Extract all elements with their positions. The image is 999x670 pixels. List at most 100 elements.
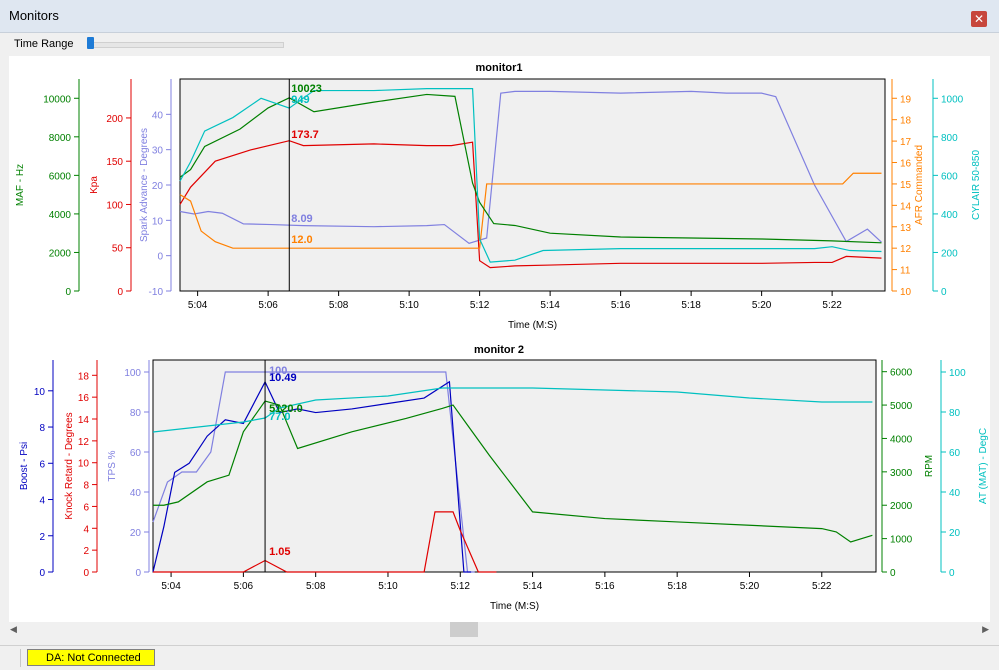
y-tick-label: 20 <box>130 528 142 539</box>
y-tick-label: 18 <box>900 116 912 127</box>
y-tick-label: 6 <box>39 459 45 470</box>
y-tick-label: 19 <box>900 94 912 105</box>
y-tick-label: 0 <box>941 287 947 298</box>
cursor-value-label: 173.7 <box>291 129 319 141</box>
y-tick-label: 8000 <box>49 133 72 144</box>
series-line-mat <box>152 387 873 433</box>
x-tick-label: 5:18 <box>681 300 701 311</box>
y-tick-label: 10 <box>78 459 90 470</box>
plot-area <box>152 359 877 573</box>
status-segment <box>0 649 21 667</box>
y-tick-label: 20 <box>949 528 961 539</box>
y-tick-label: 14 <box>78 415 90 426</box>
y-tick-label: 400 <box>941 210 958 221</box>
x-tick-label: 5:16 <box>595 581 615 592</box>
y-tick-label: 0 <box>39 568 45 579</box>
y-axis-label-mat: AT (MAT) - DegC <box>978 428 989 504</box>
series-line-spark <box>179 90 882 244</box>
chart-2: monitor 2 5:04 5:06 5:08 5:10 5:12 5:14 5:16 5:1… <box>19 344 989 612</box>
y-tick-label: 30 <box>152 146 164 157</box>
y-tick-label: 2 <box>83 546 89 557</box>
y-tick-label: 150 <box>106 157 123 168</box>
cursor-value-label: 10.49 <box>269 372 297 384</box>
x-tick-label: 5:10 <box>399 300 419 311</box>
y-tick-label: 8 <box>83 481 89 492</box>
series-line-cyl <box>179 88 882 263</box>
y-tick-label: 0 <box>65 287 71 298</box>
y-axis-label-tps: TPS % <box>107 450 118 481</box>
x-tick-label: 5:18 <box>667 581 687 592</box>
x-tick-label: 5:04 <box>188 300 208 311</box>
status-bar: DA: Not Connected <box>0 645 999 670</box>
y-tick-label: 12 <box>78 437 90 448</box>
time-range-slider-track[interactable] <box>88 42 284 48</box>
y-tick-label: 3000 <box>890 468 913 479</box>
y-tick-label: 0 <box>117 287 123 298</box>
close-icon[interactable]: ✕ <box>971 11 987 27</box>
y-tick-label: 17 <box>900 137 912 148</box>
y-tick-label: 50 <box>112 244 124 255</box>
series-line-boost <box>152 380 472 573</box>
y-tick-label: 800 <box>941 133 958 144</box>
cursor-value-label: 12.0 <box>291 234 312 246</box>
chart-title: monitor1 <box>475 62 522 74</box>
cursor-value-label: 8.09 <box>291 213 312 225</box>
y-tick-label: 2000 <box>49 248 72 259</box>
x-tick-label: 5:16 <box>611 300 631 311</box>
window-title: Monitors <box>9 8 59 23</box>
x-tick-label: 5:10 <box>378 581 398 592</box>
x-axis-label: Time (M:S) <box>490 601 539 612</box>
horizontal-scrollbar[interactable]: ◀ ▶ <box>9 622 990 637</box>
y-tick-label: 200 <box>941 248 958 259</box>
y-tick-label: 2 <box>39 532 45 543</box>
monitors-content: monitor1 5:04 5:06 5:08 5:10 5:12 5:14 5:16 5:18… <box>9 56 990 622</box>
x-tick-label: 5:22 <box>812 581 832 592</box>
y-tick-label: 10000 <box>43 94 71 105</box>
y-tick-label: 18 <box>78 371 90 382</box>
y-axis-label-maf: MAF - Hz <box>15 164 26 206</box>
y-tick-label: 40 <box>130 488 142 499</box>
scroll-right-arrow-icon[interactable]: ▶ <box>982 624 989 634</box>
y-tick-label: 16 <box>78 393 90 404</box>
y-tick-label: 4000 <box>49 210 72 221</box>
x-tick-label: 5:08 <box>329 300 349 311</box>
y-tick-label: 11 <box>900 266 911 277</box>
y-tick-label: 0 <box>157 252 163 263</box>
y-tick-label: 100 <box>949 368 966 379</box>
y-axis-label-afr: AFR Commanded <box>914 145 925 225</box>
y-tick-label: 100 <box>106 200 123 211</box>
y-tick-label: 4000 <box>890 434 913 445</box>
x-tick-label: 5:14 <box>540 300 560 311</box>
y-tick-label: 0 <box>83 568 89 579</box>
x-tick-label: 5:08 <box>306 581 326 592</box>
x-tick-label: 5:06 <box>234 581 254 592</box>
y-tick-label: 6000 <box>890 368 913 379</box>
x-tick-label: 5:12 <box>470 300 490 311</box>
scroll-left-arrow-icon[interactable]: ◀ <box>10 624 17 634</box>
cursor-value-label: 949 <box>291 94 309 106</box>
y-tick-label: 13 <box>900 223 912 234</box>
y-axis-label-boost: Boost - Psi <box>19 442 30 490</box>
time-range-slider-thumb[interactable] <box>87 37 94 49</box>
window-titlebar: Monitors ✕ <box>0 0 999 33</box>
plot-area <box>179 78 886 292</box>
series-line-afr <box>179 172 882 249</box>
y-tick-label: 2000 <box>890 501 913 512</box>
time-range-label: Time Range <box>14 38 74 50</box>
y-tick-label: 1000 <box>941 94 964 105</box>
y-tick-label: 40 <box>152 110 164 121</box>
y-tick-label: 0 <box>890 568 896 579</box>
y-tick-label: 100 <box>124 368 141 379</box>
cursor-value-label: 100 <box>269 365 287 377</box>
scrollbar-thumb[interactable] <box>450 622 478 637</box>
y-axis-label-kpa: Kpa <box>89 176 100 194</box>
monitor-charts: monitor1 5:04 5:06 5:08 5:10 5:12 5:14 5:16 5:18… <box>15 62 989 612</box>
cursor-value-label: 1.05 <box>269 546 290 558</box>
y-tick-label: 60 <box>130 448 142 459</box>
series-line-maf <box>179 93 882 244</box>
y-tick-label: 40 <box>949 488 961 499</box>
y-tick-label: 10 <box>34 387 46 398</box>
y-tick-label: 10 <box>900 287 912 298</box>
y-tick-label: 4 <box>39 496 45 507</box>
y-tick-label: 16 <box>900 159 912 170</box>
